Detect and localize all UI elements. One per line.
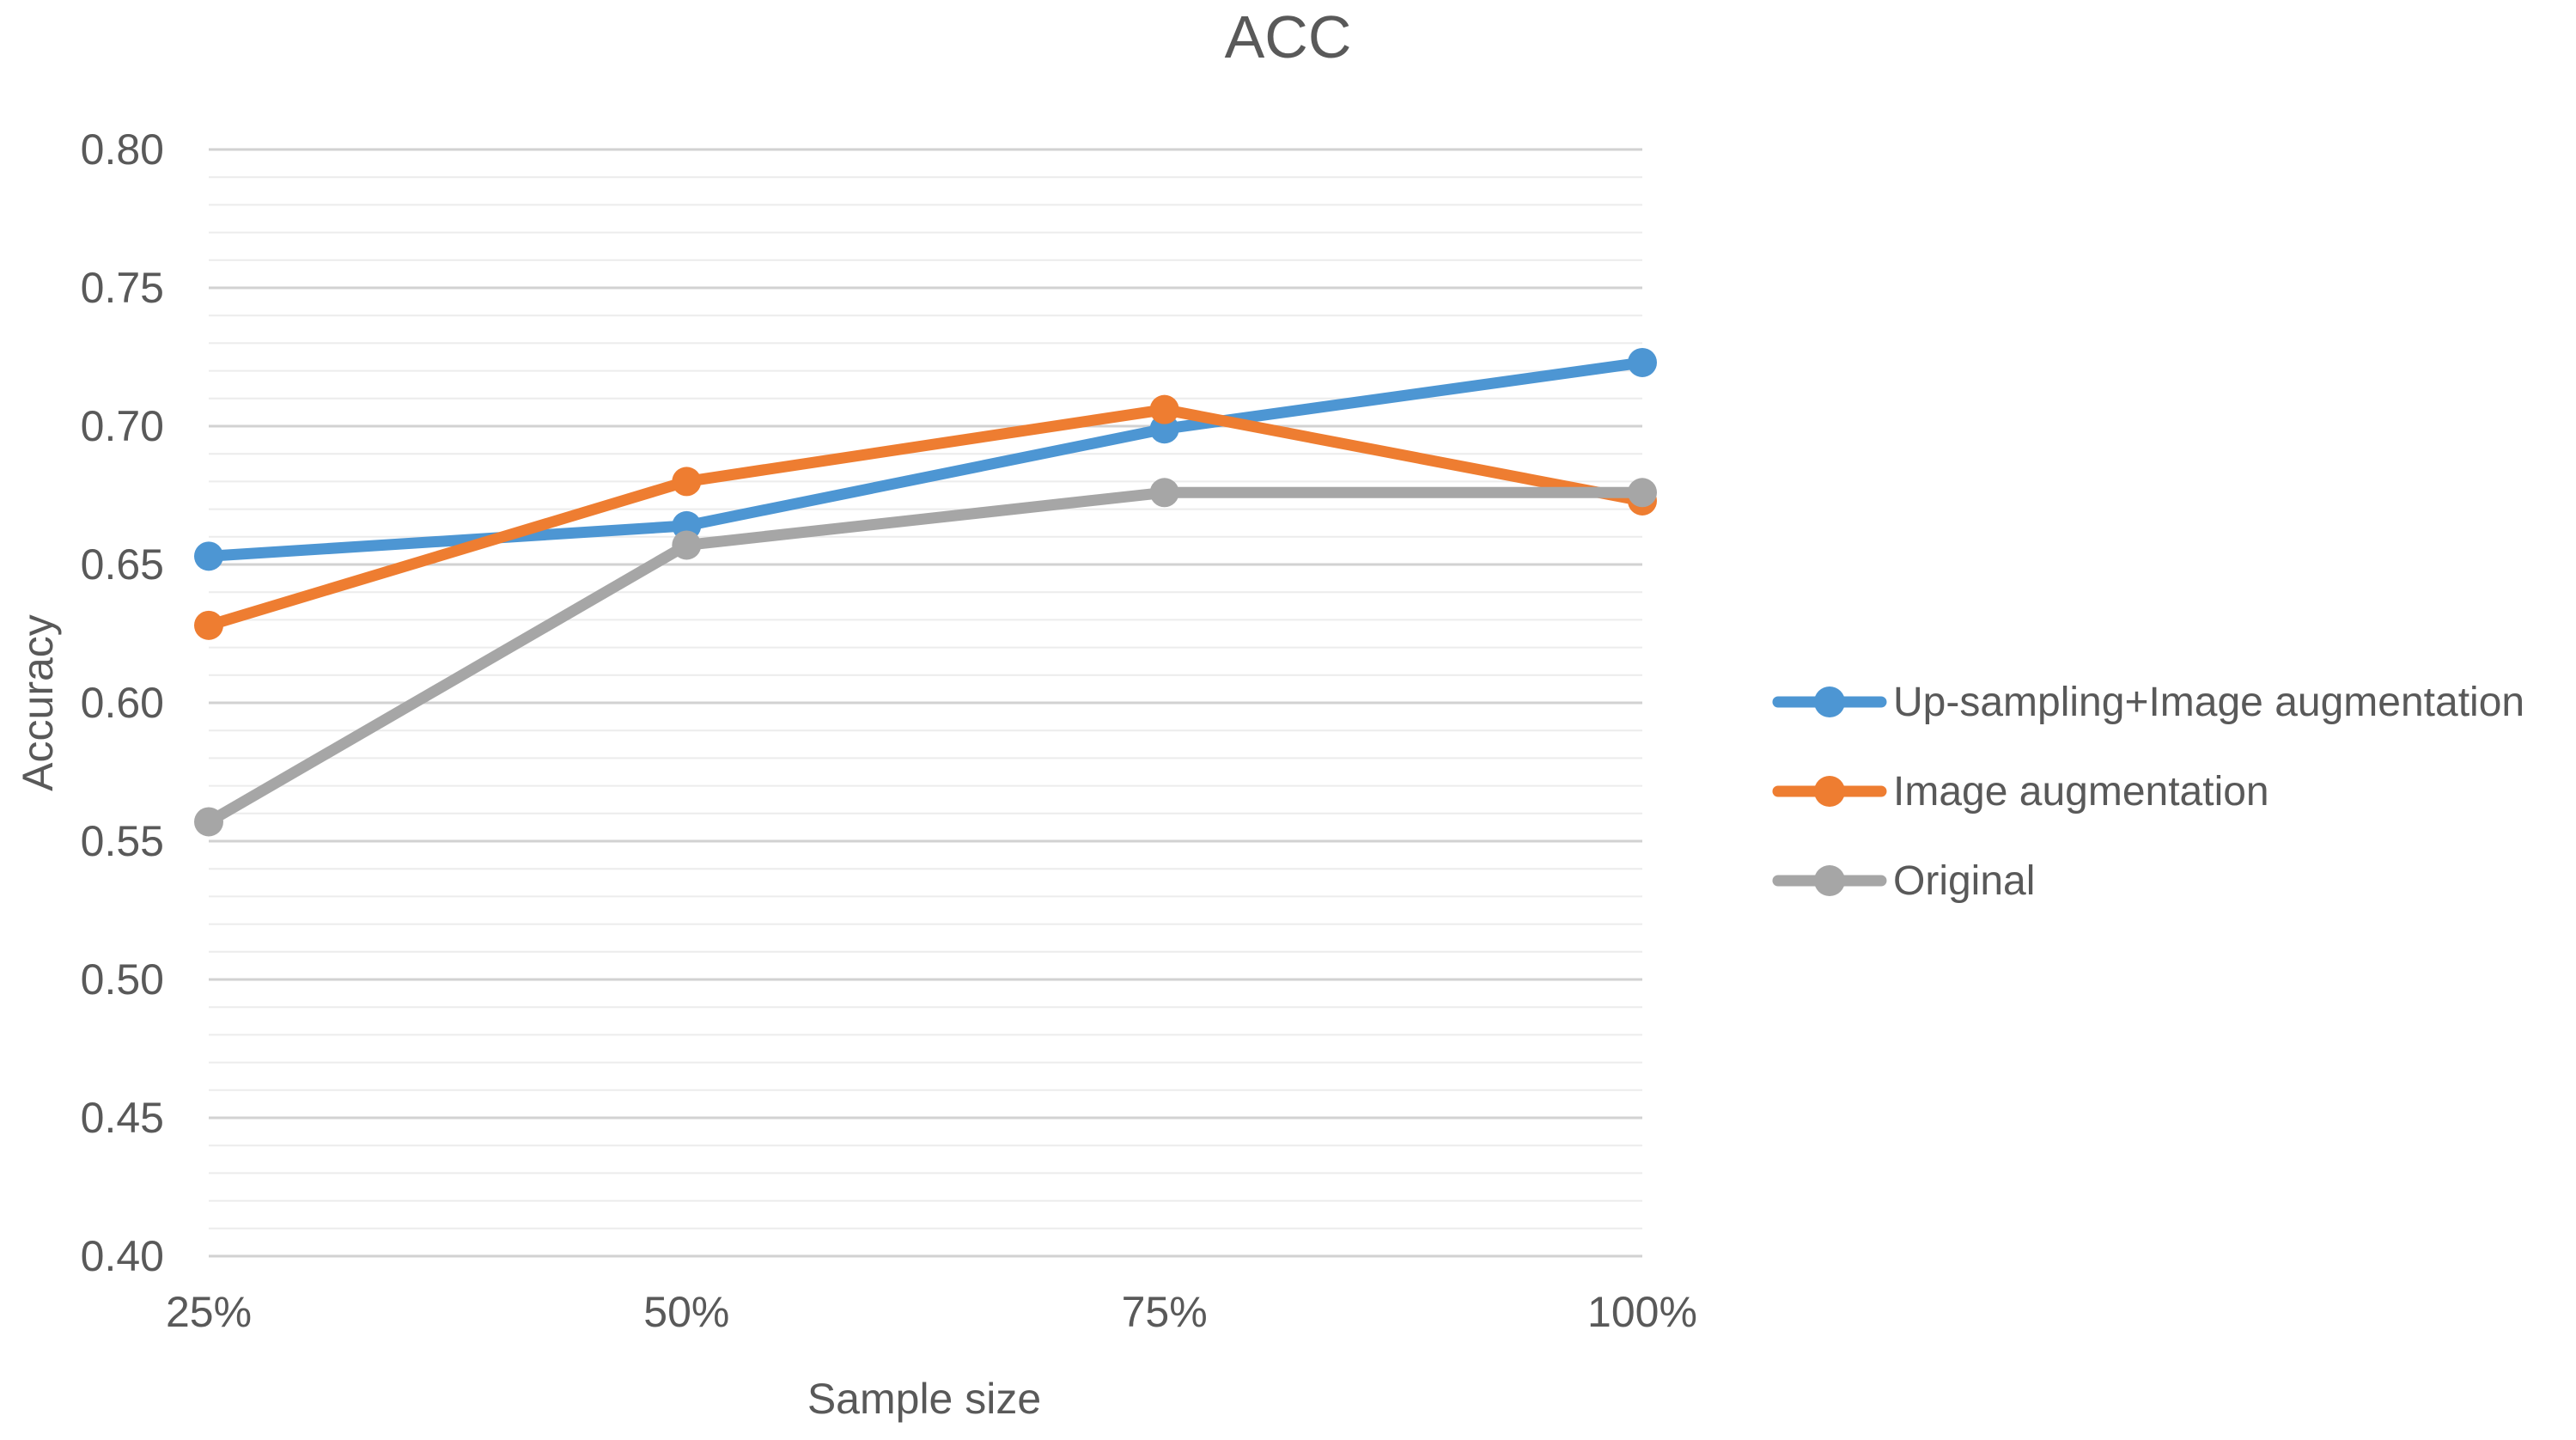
- legend: Up-sampling+Image augmentation Image augm…: [1771, 678, 2524, 905]
- legend-label: Original: [1893, 857, 2036, 904]
- legend-marker-icon: [1772, 776, 1887, 807]
- legend-label: Up-sampling+Image augmentation: [1893, 679, 2525, 725]
- legend-marker-dot: [1814, 686, 1845, 717]
- legend-marker-dot: [1814, 865, 1845, 896]
- y-tick-label: 0.45: [81, 1094, 164, 1142]
- legend-marker-dot: [1814, 776, 1845, 807]
- data-point-marker-up-sampling-image-augmentation: [1628, 347, 1657, 377]
- series-line-original: [203, 486, 1648, 827]
- series-line-image-augmentation: [203, 404, 1648, 632]
- data-point-marker-image-augmentation: [1149, 394, 1179, 424]
- legend-marker-icon: [1772, 686, 1887, 717]
- legend-item-image-augmentation: Image augmentation: [1771, 767, 2524, 815]
- y-axis-title: Accuracy: [14, 614, 62, 791]
- x-tick-label: 100%: [1587, 1288, 1697, 1336]
- y-tick-label: 0.70: [81, 402, 164, 450]
- data-point-marker-image-augmentation: [194, 610, 223, 640]
- legend-label: Image augmentation: [1893, 768, 2269, 815]
- x-axis-title: Sample size: [807, 1375, 1042, 1423]
- y-tick-label: 0.75: [81, 264, 164, 312]
- y-tick-label: 0.65: [81, 540, 164, 589]
- data-point-marker-up-sampling-image-augmentation: [194, 541, 223, 571]
- data-point-marker-original: [1628, 478, 1657, 508]
- data-point-marker-image-augmentation: [672, 467, 702, 497]
- y-tick-label: 0.55: [81, 817, 164, 865]
- y-tick-label: 0.40: [81, 1232, 164, 1280]
- y-tick-label: 0.50: [81, 955, 164, 1004]
- y-tick-label: 0.80: [81, 125, 164, 174]
- chart-title: ACC: [1224, 3, 1352, 70]
- x-tick-label: 25%: [166, 1288, 252, 1336]
- x-tick-label: 50%: [643, 1288, 729, 1336]
- y-tick-label: 0.60: [81, 679, 164, 727]
- data-point-marker-original: [672, 530, 702, 560]
- data-point-marker-original: [194, 807, 223, 837]
- legend-marker-icon: [1772, 865, 1887, 896]
- series-line-up-sampling-image-augmentation: [203, 357, 1648, 562]
- data-point-marker-original: [1149, 478, 1179, 508]
- legend-item-original: Original: [1771, 857, 2524, 905]
- legend-item-up-sampling-image-augmentation: Up-sampling+Image augmentation: [1771, 678, 2524, 726]
- x-tick-label: 75%: [1122, 1288, 1208, 1336]
